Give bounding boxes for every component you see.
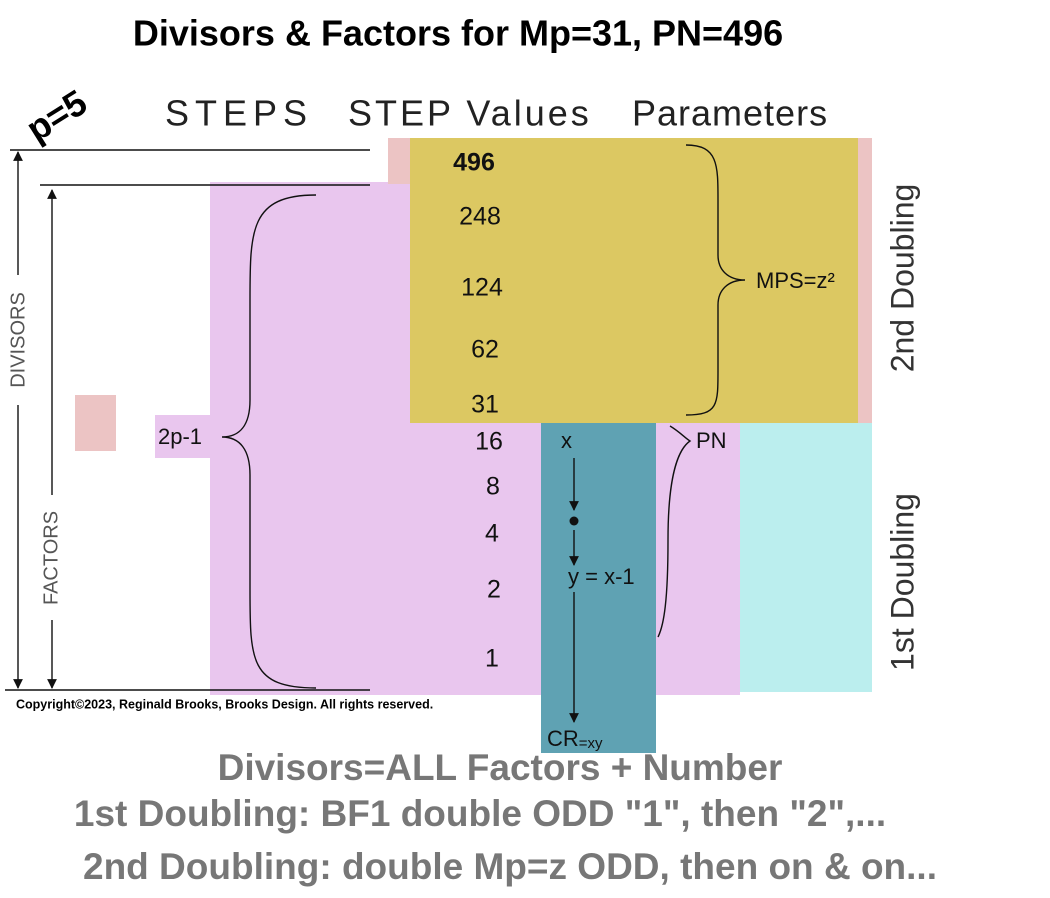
factors-label: FACTORS [40,511,62,605]
label-box [155,415,212,458]
cr-region [541,423,656,753]
label: y = x-1 [568,564,635,589]
step-value: 62 [471,336,499,364]
label: PN [696,428,727,453]
first-doubling-region [740,423,872,692]
step-value: 2 [487,576,501,604]
title: Divisors & Factors for Mp=31, PN=496 [133,13,783,54]
step-value: 248 [459,203,501,231]
p-label: p=5 [19,81,94,149]
step-value: 496 [453,149,495,177]
mps-region [410,138,860,423]
header: Parameters [632,93,828,134]
label: CR [547,726,579,751]
footer-line: 2nd Doubling: double Mp=z ODD, then on &… [83,846,937,887]
pink-square [75,395,116,451]
brace [685,144,746,416]
label: 2p-1 [158,424,202,449]
header: STEPS [165,93,313,134]
side-label: 2nd Doubling [884,184,920,373]
copyright: Copyright©2023, Reginald Brooks, Brooks … [16,697,433,711]
label: CR=xy [547,726,603,752]
step-value: 16 [475,428,503,456]
step-value: 4 [485,520,499,548]
footer-line: Divisors=ALL Factors + Number [218,747,783,788]
label: =xy [579,735,603,752]
side-label: 1st Doubling [884,493,920,671]
step-value: 1 [485,645,499,673]
step-value: 124 [461,274,503,302]
brace [221,194,317,689]
label: x [561,428,572,453]
pink-strip [388,138,412,184]
brace [657,425,692,638]
step-value: 8 [486,473,500,501]
dot [569,516,579,526]
step-value: 31 [471,391,499,419]
divisors-label: DIVISORS [7,292,29,388]
pink-strip [858,138,872,423]
header: STEP Values [348,93,592,134]
footer-line: 1st Doubling: BF1 double ODD "1", then "… [74,793,886,834]
label: MPS=z² [756,268,835,293]
